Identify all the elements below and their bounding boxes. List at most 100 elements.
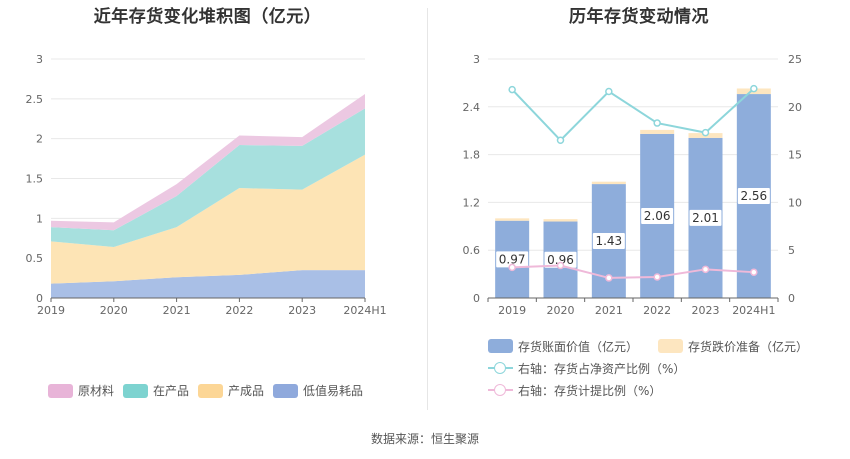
- bar-value-label: 2.06: [644, 209, 671, 223]
- left-chart-title: 近年存货变化堆积图（亿元）: [93, 7, 322, 27]
- line-point: [701, 265, 710, 274]
- bar-label-bg: [592, 233, 625, 250]
- left-axes: 2019 2020 2021 2022 2023 2024H1: [37, 297, 387, 317]
- line-point: [653, 273, 661, 281]
- left-y-tick-label: 1.2: [463, 196, 481, 209]
- y-tick-label: 3: [36, 53, 43, 66]
- legend-swatch: [488, 339, 513, 353]
- y-tick-label: 2.5: [26, 93, 44, 106]
- bar-impairment: [591, 181, 626, 185]
- bar-label-bg: [737, 188, 770, 205]
- legend-swatch: [123, 383, 149, 398]
- legend-item-raw-material[interactable]: 原材料: [48, 382, 114, 399]
- bar-label-bg: [641, 207, 674, 224]
- x-tick-label: 2021: [163, 304, 191, 317]
- line-point: [605, 87, 613, 96]
- right-axes: 2019 2020 2021 2022 2023 2024H1: [487, 297, 779, 317]
- bar-value-label: 2.56: [740, 189, 767, 203]
- line-point: [701, 128, 710, 137]
- x-tick-label: 2022: [225, 304, 253, 317]
- left-areas: [51, 94, 365, 298]
- bar-impairment: [495, 218, 530, 221]
- right-y-tick-label: 20: [788, 101, 802, 114]
- legend-item-provision-ratio[interactable]: 右轴：存货计提比例（%）: [488, 382, 661, 399]
- legend-label: 产成品: [228, 384, 265, 398]
- x-tick-label: 2023: [288, 304, 316, 317]
- legend-swatch: [198, 383, 224, 398]
- panel-divider: [427, 8, 428, 410]
- legend-label: 存货跌价准备（亿元）: [688, 339, 809, 354]
- line-point: [605, 274, 613, 282]
- left-y-tick-label: 0.6: [463, 244, 481, 257]
- bar-value-label: 0.97: [499, 252, 526, 266]
- x-tick-label: 2020: [100, 304, 128, 317]
- x-tick-label: 2021: [595, 304, 623, 317]
- legend-item-finished-goods[interactable]: 产成品: [198, 382, 264, 399]
- area-产成品: [51, 154, 365, 284]
- left-y-tick-label: 2.4: [463, 101, 481, 114]
- line-point: [508, 85, 516, 94]
- bar-label-bg: [689, 209, 722, 226]
- legend-label: 存货账面价值（亿元）: [518, 339, 639, 354]
- line-point: [508, 263, 516, 272]
- right-legend: 存货账面价值（亿元） 存货跌价准备（亿元） 右轴：存货占净资产比例（%） 右轴：…: [488, 335, 818, 401]
- area-原材料: [51, 94, 365, 231]
- bar-impairment: [640, 129, 675, 134]
- x-tick-label: 2020: [547, 304, 575, 317]
- right-y-tick-label: 25: [788, 53, 802, 66]
- legend-item-consumables[interactable]: 低值易耗品: [273, 382, 363, 399]
- x-tick-label: 2022: [643, 304, 671, 317]
- left-y-tick-label: 0: [473, 292, 480, 305]
- legend-item-net-asset-ratio[interactable]: 右轴：存货占净资产比例（%）: [488, 360, 685, 377]
- bar-label-bg: [496, 251, 529, 268]
- y-tick-label: 1.5: [26, 173, 44, 186]
- line-point: [653, 119, 661, 127]
- bar-impairment: [543, 219, 578, 222]
- y-tick-label: 0: [36, 292, 43, 305]
- bar-value-label: 0.96: [547, 253, 574, 267]
- line-point: [556, 136, 565, 145]
- right-y-tick-label: 10: [788, 196, 802, 209]
- x-tick-label: 2024H1: [732, 304, 775, 317]
- bar-value-label: 1.43: [595, 234, 622, 248]
- legend-item-wip[interactable]: 在产品: [123, 382, 189, 399]
- line-point: [556, 261, 565, 270]
- right-y-tick-label: 0: [788, 292, 795, 305]
- legend-item-book-value[interactable]: 存货账面价值（亿元）: [488, 338, 638, 355]
- legend-label: 右轴：存货占净资产比例（%）: [518, 361, 686, 376]
- legend-label: 在产品: [153, 384, 190, 398]
- right-chart-title: 历年存货变动情况: [569, 7, 709, 27]
- legend-label: 原材料: [78, 384, 115, 398]
- legend-label: 右轴：存货计提比例（%）: [518, 383, 662, 398]
- left-legend: 原材料 在产品 产成品 低值易耗品: [48, 382, 372, 399]
- legend-line-icon: [488, 383, 513, 397]
- legend-swatch: [658, 339, 684, 353]
- left-y-tick-label: 3: [473, 53, 480, 66]
- legend-line-icon: [488, 361, 513, 375]
- bar-value-label: 2.01: [692, 211, 719, 225]
- bar-label-bg: [544, 251, 577, 268]
- right-lines: [508, 84, 758, 282]
- right-y-tick-label: 15: [788, 149, 802, 162]
- data-source-note: 数据来源：恒生聚源: [370, 432, 479, 446]
- line-point: [750, 84, 758, 93]
- legend-swatch: [273, 383, 299, 398]
- line-point: [750, 268, 758, 276]
- x-tick-label: 2019: [37, 304, 65, 317]
- area-低值易耗品: [51, 270, 365, 298]
- legend-item-impairment[interactable]: 存货跌价准备（亿元）: [658, 338, 808, 355]
- legend-swatch: [48, 383, 73, 398]
- y-tick-label: 2: [36, 133, 43, 146]
- line-provision-ratio: [512, 264, 754, 279]
- right-y-tick-label: 5: [788, 244, 795, 257]
- x-tick-label: 2024H1: [343, 304, 386, 317]
- y-tick-label: 0.5: [26, 252, 44, 265]
- area-在产品: [51, 108, 365, 248]
- left-y-tick-label: 1.8: [463, 149, 481, 162]
- y-tick-label: 1: [36, 212, 43, 225]
- x-tick-label: 2023: [692, 304, 720, 317]
- legend-label: 低值易耗品: [303, 384, 364, 398]
- line-net-asset-ratio: [511, 87, 755, 142]
- x-tick-label: 2019: [498, 304, 526, 317]
